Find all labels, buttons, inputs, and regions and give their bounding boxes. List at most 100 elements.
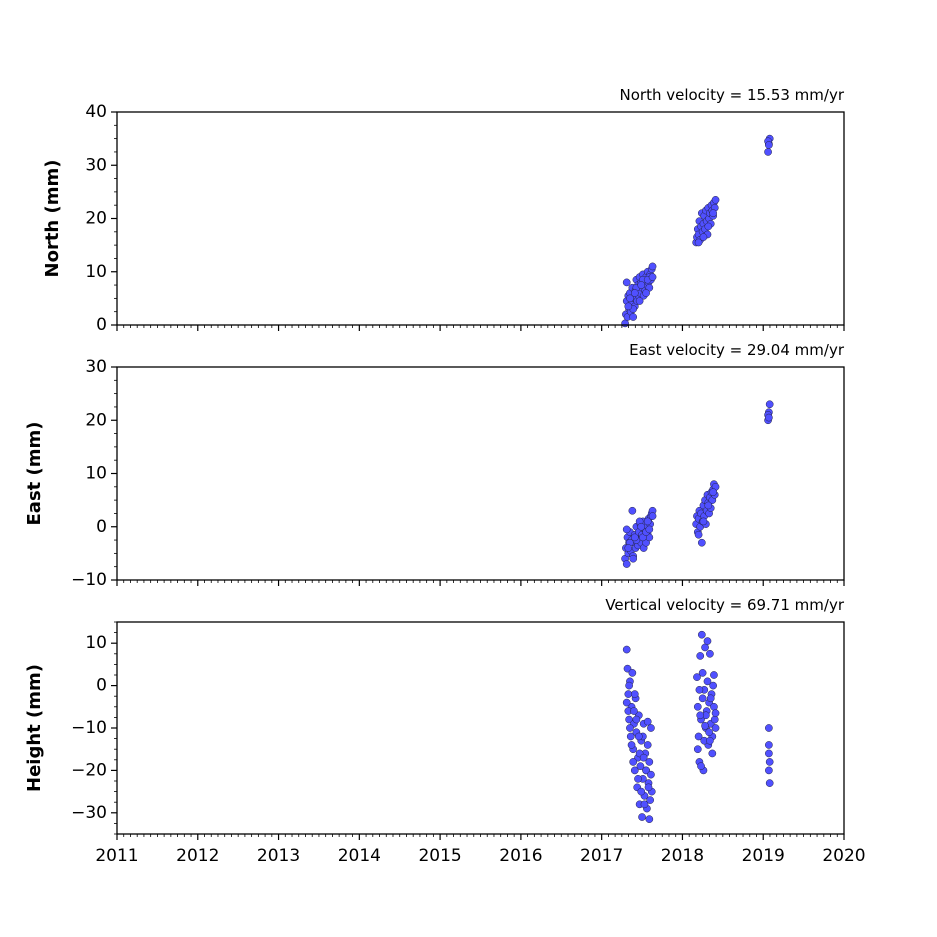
east-data-point xyxy=(629,554,638,563)
east-data-point xyxy=(637,522,646,531)
height-data-point xyxy=(693,745,702,754)
height-y-tick-label: −30 xyxy=(71,803,107,823)
x-tick-label: 2019 xyxy=(742,846,785,866)
east-data-point xyxy=(628,506,637,515)
height-data-point xyxy=(709,681,717,690)
height-data-point xyxy=(640,800,649,809)
east-data-point xyxy=(643,517,652,526)
east-data-point xyxy=(704,501,713,510)
height-data-point xyxy=(625,681,633,690)
north-data-point xyxy=(764,148,772,156)
x-tick-label: 2015 xyxy=(418,846,461,866)
x-tick-label: 2018 xyxy=(661,846,704,866)
height-data-point xyxy=(696,652,705,660)
height-data-point xyxy=(765,758,774,766)
east-y-axis-label: East (mm) xyxy=(24,422,45,526)
east-data-point xyxy=(699,517,708,526)
east-data-point xyxy=(697,538,706,547)
height-data-point xyxy=(710,715,719,724)
height-data-point xyxy=(628,669,637,677)
east-data-point xyxy=(622,525,631,534)
height-data-point xyxy=(765,741,773,749)
height-points xyxy=(622,630,774,824)
height-y-tick-label: −20 xyxy=(71,760,107,780)
x-tick-label: 2020 xyxy=(822,846,865,866)
height-data-point xyxy=(710,702,718,711)
east-data-point xyxy=(765,400,774,409)
east-data-point xyxy=(645,525,654,534)
height-data-point xyxy=(627,741,636,749)
height-data-point xyxy=(696,711,705,720)
height-data-point xyxy=(639,753,648,762)
east-panel: East velocity = 29.04 mm/yr East (mm) −1… xyxy=(24,341,845,590)
height-panel-title: Vertical velocity = 69.71 mm/yr xyxy=(605,596,845,614)
height-y-axis: −30 −20 −10 0 10 xyxy=(71,621,117,835)
north-data-point xyxy=(630,289,639,297)
north-points xyxy=(621,134,774,328)
east-data-point xyxy=(765,413,773,422)
north-data-point xyxy=(635,297,644,305)
east-data-point xyxy=(624,544,633,552)
height-data-point xyxy=(710,671,718,679)
north-panel: North velocity = 15.53 mm/yr North (mm) … xyxy=(42,86,845,335)
east-y-tick-label: 10 xyxy=(85,464,107,484)
north-y-tick-label: 0 xyxy=(96,315,107,335)
height-data-point xyxy=(698,669,707,677)
height-data-point xyxy=(711,724,720,732)
height-data-point xyxy=(647,724,655,732)
height-data-point xyxy=(630,766,639,775)
x-tick-label: 2013 xyxy=(257,846,300,866)
height-data-point xyxy=(646,796,654,804)
height-data-point xyxy=(634,775,642,783)
height-data-point xyxy=(624,690,633,698)
east-x-axis xyxy=(116,580,845,586)
north-data-point xyxy=(637,281,646,289)
height-data-point xyxy=(629,758,638,766)
height-data-point xyxy=(622,645,631,654)
east-panel-title: East velocity = 29.04 mm/yr xyxy=(629,341,845,359)
height-data-point xyxy=(638,813,646,821)
north-data-point xyxy=(648,262,657,271)
height-data-point xyxy=(705,728,713,737)
east-y-tick-label: 30 xyxy=(85,357,107,377)
north-x-axis xyxy=(116,325,845,331)
east-data-point xyxy=(709,488,717,496)
east-plot-frame xyxy=(116,366,845,581)
x-tick-label: 2014 xyxy=(338,846,381,866)
x-tick-label: 2017 xyxy=(580,846,623,866)
east-data-point xyxy=(694,530,703,539)
height-data-point xyxy=(697,762,705,771)
height-data-point xyxy=(643,717,652,726)
height-data-point xyxy=(637,787,646,796)
height-data-point xyxy=(703,637,712,645)
height-data-point xyxy=(645,815,654,824)
north-data-point xyxy=(629,313,638,321)
height-data-point xyxy=(636,762,645,771)
north-panel-title: North velocity = 15.53 mm/yr xyxy=(620,86,845,104)
east-y-tick-label: 0 xyxy=(96,517,107,537)
height-data-point xyxy=(708,749,717,758)
north-y-tick-label: 30 xyxy=(85,155,107,175)
height-data-point xyxy=(693,673,701,681)
north-y-axis-label: North (mm) xyxy=(42,160,63,278)
height-data-point xyxy=(644,783,653,792)
height-data-point xyxy=(694,732,703,741)
height-data-point xyxy=(643,741,652,749)
east-data-point xyxy=(622,560,631,568)
east-points xyxy=(621,400,774,568)
north-data-point xyxy=(648,273,657,281)
height-data-point xyxy=(632,715,641,724)
north-data-point xyxy=(626,294,634,303)
east-data-point xyxy=(630,533,639,542)
height-data-point xyxy=(645,758,654,766)
height-data-point xyxy=(765,724,773,732)
height-data-point xyxy=(634,732,643,741)
height-data-point xyxy=(697,630,706,639)
height-data-point xyxy=(703,677,712,686)
height-data-point xyxy=(693,702,702,711)
north-data-point xyxy=(709,209,717,218)
north-data-point xyxy=(699,233,708,241)
height-panel: Vertical velocity = 69.71 mm/yr Height (… xyxy=(24,596,866,866)
north-data-point xyxy=(624,302,633,311)
